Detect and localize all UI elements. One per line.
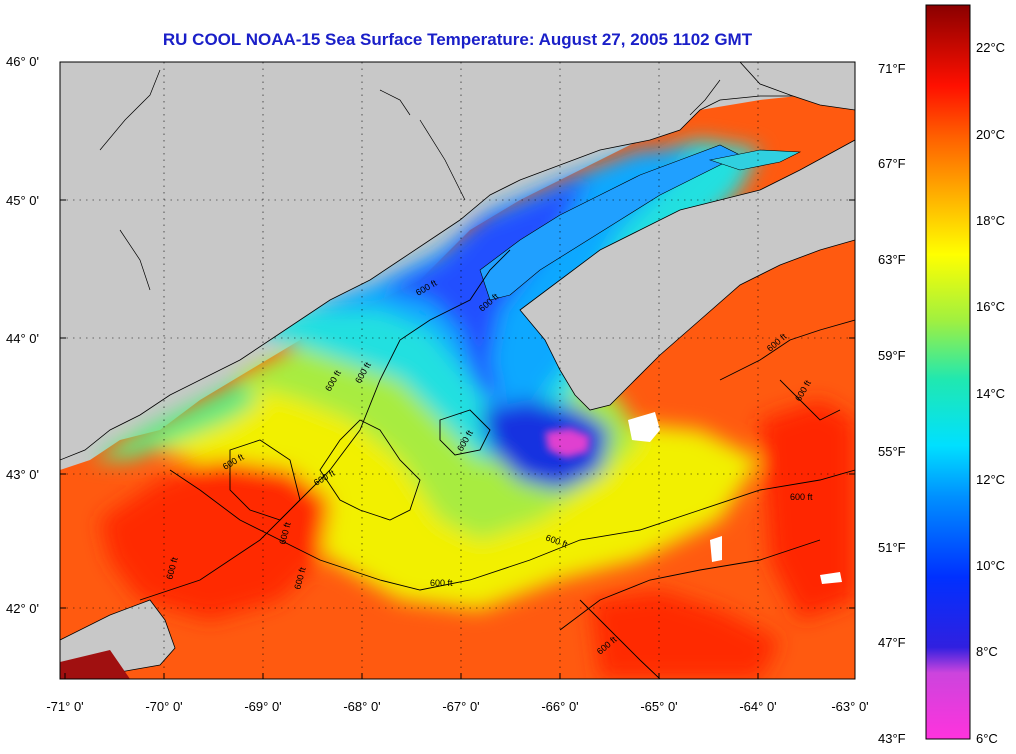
lon-label: -63° 0'	[831, 699, 868, 714]
fahrenheit-label: 51°F	[878, 540, 906, 555]
contour-label: 600 ft	[430, 578, 453, 588]
lon-label: -71° 0'	[46, 699, 83, 714]
colorbar-fahrenheit-labels: 71°F 67°F 63°F 59°F 55°F 51°F 47°F 43°F	[878, 61, 906, 746]
celsius-label: 16°C	[976, 299, 1005, 314]
lon-label: -64° 0'	[739, 699, 776, 714]
sst-magenta-core	[545, 428, 590, 458]
sst-red-south	[590, 590, 780, 679]
graticule	[60, 62, 855, 679]
lon-label: -66° 0'	[541, 699, 578, 714]
celsius-label: 22°C	[976, 40, 1005, 55]
river-line	[99, 69, 721, 291]
fahrenheit-label: 47°F	[878, 635, 906, 650]
fahrenheit-label: 55°F	[878, 444, 906, 459]
fahrenheit-label: 67°F	[878, 156, 906, 171]
lat-label: 44° 0'	[6, 331, 39, 346]
sst-red-east	[760, 400, 855, 620]
celsius-label: 20°C	[976, 127, 1005, 142]
celsius-label: 18°C	[976, 213, 1005, 228]
bay-of-fundy-water	[479, 144, 741, 301]
celsius-label: 8°C	[976, 644, 998, 659]
lat-label: 45° 0'	[6, 193, 39, 208]
axis-ticks	[60, 61, 856, 679]
colorbar-celsius-labels: 22°C 20°C 18°C 16°C 14°C 12°C 10°C 8°C 6…	[976, 40, 1005, 746]
bathymetry-contours	[139, 249, 855, 679]
longitude-labels: -71° 0' -70° 0' -69° 0' -68° 0' -67° 0' …	[46, 699, 868, 714]
land-ne-cape-breton	[739, 62, 855, 111]
lat-label: 42° 0'	[6, 601, 39, 616]
lat-label: 43° 0'	[6, 467, 39, 482]
lat-label: 46° 0'	[6, 54, 39, 69]
minas-basin-water	[708, 149, 802, 171]
fahrenheit-label: 43°F	[878, 731, 906, 746]
lon-label: -68° 0'	[343, 699, 380, 714]
map-frame	[59, 61, 856, 680]
contour-label: 600 ft	[790, 492, 813, 502]
lon-label: -65° 0'	[640, 699, 677, 714]
cloud-patch	[710, 536, 722, 562]
map-title: RU COOL NOAA-15 Sea Surface Temperature:…	[162, 30, 753, 49]
celsius-label: 6°C	[976, 731, 998, 746]
colorbar	[925, 4, 971, 740]
sst-green-coastal	[90, 380, 260, 460]
sst-deep-blue-core	[480, 400, 610, 490]
contour-labels: 600 ft 600 ft 600 ft 600 ft 600 ft 600 f…	[164, 278, 813, 657]
land-maine-newbrunswick	[60, 62, 855, 461]
celsius-label: 14°C	[976, 386, 1005, 401]
lon-label: -69° 0'	[244, 699, 281, 714]
cloud-patch	[820, 572, 842, 584]
fahrenheit-label: 71°F	[878, 61, 906, 76]
celsius-label: 12°C	[976, 472, 1005, 487]
fahrenheit-label: 63°F	[878, 252, 906, 267]
lon-label: -70° 0'	[145, 699, 182, 714]
land-nova-scotia	[519, 139, 855, 411]
fahrenheit-label: 59°F	[878, 348, 906, 363]
sst-red-gulf-maine-west	[100, 460, 330, 620]
sst-red-southwest-corner	[60, 650, 130, 679]
latitude-labels: 46° 0' 45° 0' 44° 0' 43° 0' 42° 0'	[6, 54, 39, 616]
celsius-label: 10°C	[976, 558, 1005, 573]
lon-label: -67° 0'	[442, 699, 479, 714]
cloud-patch	[628, 412, 660, 442]
